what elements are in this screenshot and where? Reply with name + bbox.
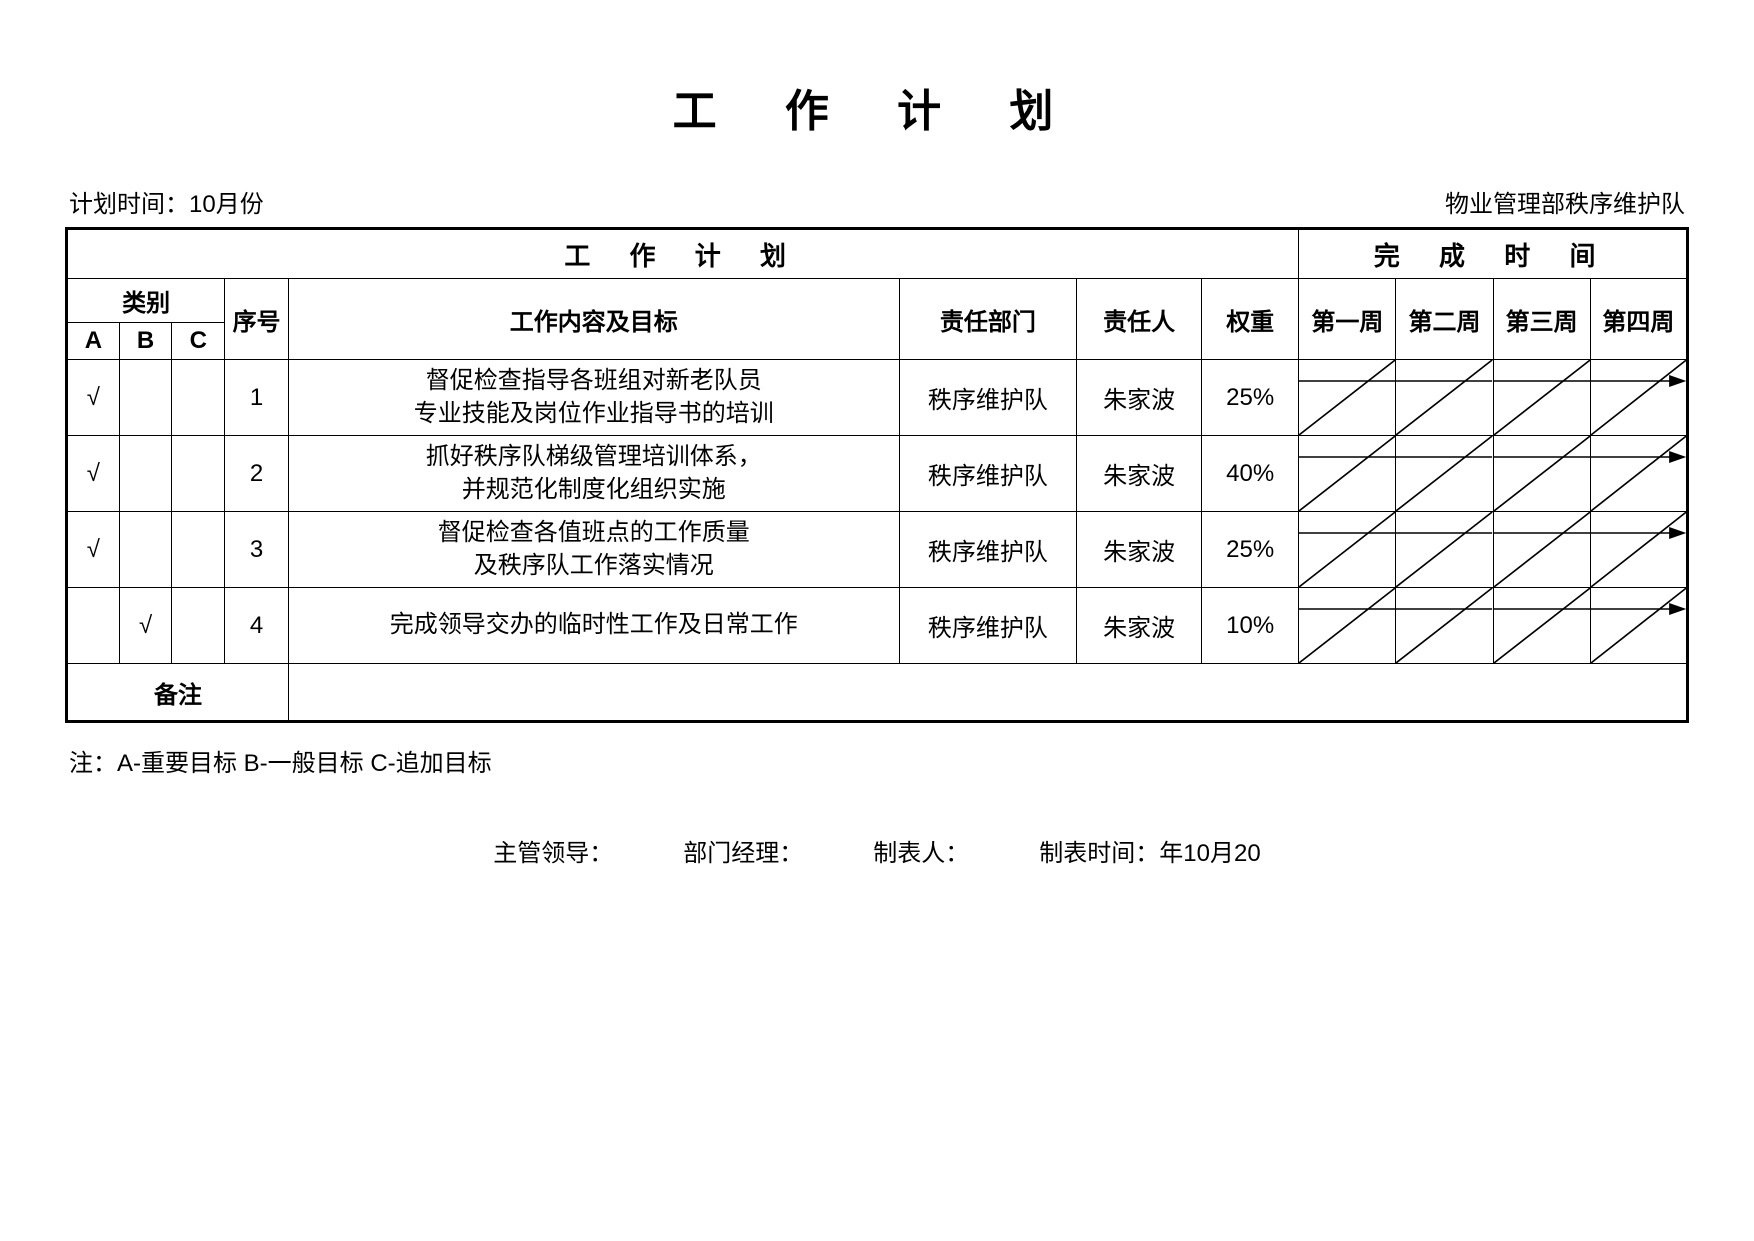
cell-c [172,436,225,512]
cell-week2 [1396,436,1493,512]
notes-label: 备注 [67,664,289,722]
cell-weight: 10% [1202,588,1299,664]
table-row: √ 1 督促检查指导各班组对新老队员专业技能及岗位作业指导书的培训 秩序维护队 … [67,360,1688,436]
cell-week3 [1493,512,1590,588]
cell-week4 [1590,588,1687,664]
cell-week4 [1590,436,1687,512]
header-category: 类别 [67,279,225,323]
footer-date: 制表时间：年10月20 [1039,833,1260,868]
cell-person: 朱家波 [1077,512,1202,588]
legend: 注：A-重要目标 B-一般目标 C-追加目标 [65,743,1689,778]
cell-week2 [1396,360,1493,436]
cell-person: 朱家波 [1077,588,1202,664]
table-row: √ 3 督促检查各值班点的工作质量及秩序队工作落实情况 秩序维护队 朱家波 25… [67,512,1688,588]
cell-weight: 25% [1202,360,1299,436]
cell-seq: 2 [225,436,289,512]
cell-dept: 秩序维护队 [899,512,1077,588]
cell-seq: 3 [225,512,289,588]
cell-c [172,512,225,588]
work-plan-table: 工 作 计 划 完 成 时 间 类别 序号 工作内容及目标 责任部门 责任人 权… [65,227,1689,723]
cell-week2 [1396,588,1493,664]
footer-manager: 部门经理： [683,833,803,868]
plan-time-label: 计划时间：10月份 [69,184,264,219]
header-content: 工作内容及目标 [288,279,899,360]
cell-content: 督促检查各值班点的工作质量及秩序队工作落实情况 [288,512,899,588]
cell-week4 [1590,512,1687,588]
header-week4: 第四周 [1590,279,1687,360]
cell-c [172,360,225,436]
cell-week4 [1590,360,1687,436]
header-cat-a: A [67,323,120,360]
table-body: √ 1 督促检查指导各班组对新老队员专业技能及岗位作业指导书的培训 秩序维护队 … [67,360,1688,722]
cell-a [67,588,120,664]
cell-week2 [1396,512,1493,588]
cell-seq: 4 [225,588,289,664]
header-weight: 权重 [1202,279,1299,360]
cell-person: 朱家波 [1077,360,1202,436]
header-dept: 责任部门 [899,279,1077,360]
cell-week1 [1299,512,1396,588]
cell-week3 [1493,588,1590,664]
cell-b [119,360,172,436]
cell-week1 [1299,436,1396,512]
header-work-plan: 工 作 计 划 [67,229,1299,279]
cell-c [172,588,225,664]
header-completion-time: 完 成 时 间 [1299,229,1688,279]
cell-seq: 1 [225,360,289,436]
cell-week1 [1299,588,1396,664]
cell-week1 [1299,360,1396,436]
cell-dept: 秩序维护队 [899,360,1077,436]
footer: 主管领导： 部门经理： 制表人： 制表时间：年10月20 [65,833,1689,868]
header-week1: 第一周 [1299,279,1396,360]
cell-b [119,512,172,588]
footer-supervisor: 主管领导： [493,833,613,868]
cell-a: √ [67,512,120,588]
cell-a: √ [67,436,120,512]
cell-content: 抓好秩序队梯级管理培训体系，并规范化制度化组织实施 [288,436,899,512]
cell-b [119,436,172,512]
cell-a: √ [67,360,120,436]
header-cat-c: C [172,323,225,360]
department-label: 物业管理部秩序维护队 [1445,184,1685,219]
header-seq: 序号 [225,279,289,360]
header-cat-b: B [119,323,172,360]
cell-dept: 秩序维护队 [899,436,1077,512]
header-person: 责任人 [1077,279,1202,360]
cell-week3 [1493,436,1590,512]
page-title: 工 作 计 划 [65,75,1689,139]
cell-dept: 秩序维护队 [899,588,1077,664]
header-week3: 第三周 [1493,279,1590,360]
cell-person: 朱家波 [1077,436,1202,512]
footer-preparer: 制表人： [873,833,969,868]
header-week2: 第二周 [1396,279,1493,360]
cell-week3 [1493,360,1590,436]
table-row: √ 2 抓好秩序队梯级管理培训体系，并规范化制度化组织实施 秩序维护队 朱家波 … [67,436,1688,512]
cell-weight: 40% [1202,436,1299,512]
cell-weight: 25% [1202,512,1299,588]
notes-value [288,664,1687,722]
cell-b: √ [119,588,172,664]
cell-content: 完成领导交办的临时性工作及日常工作 [288,588,899,664]
notes-row: 备注 [67,664,1688,722]
table-row: √ 4 完成领导交办的临时性工作及日常工作 秩序维护队 朱家波 10% [67,588,1688,664]
cell-content: 督促检查指导各班组对新老队员专业技能及岗位作业指导书的培训 [288,360,899,436]
